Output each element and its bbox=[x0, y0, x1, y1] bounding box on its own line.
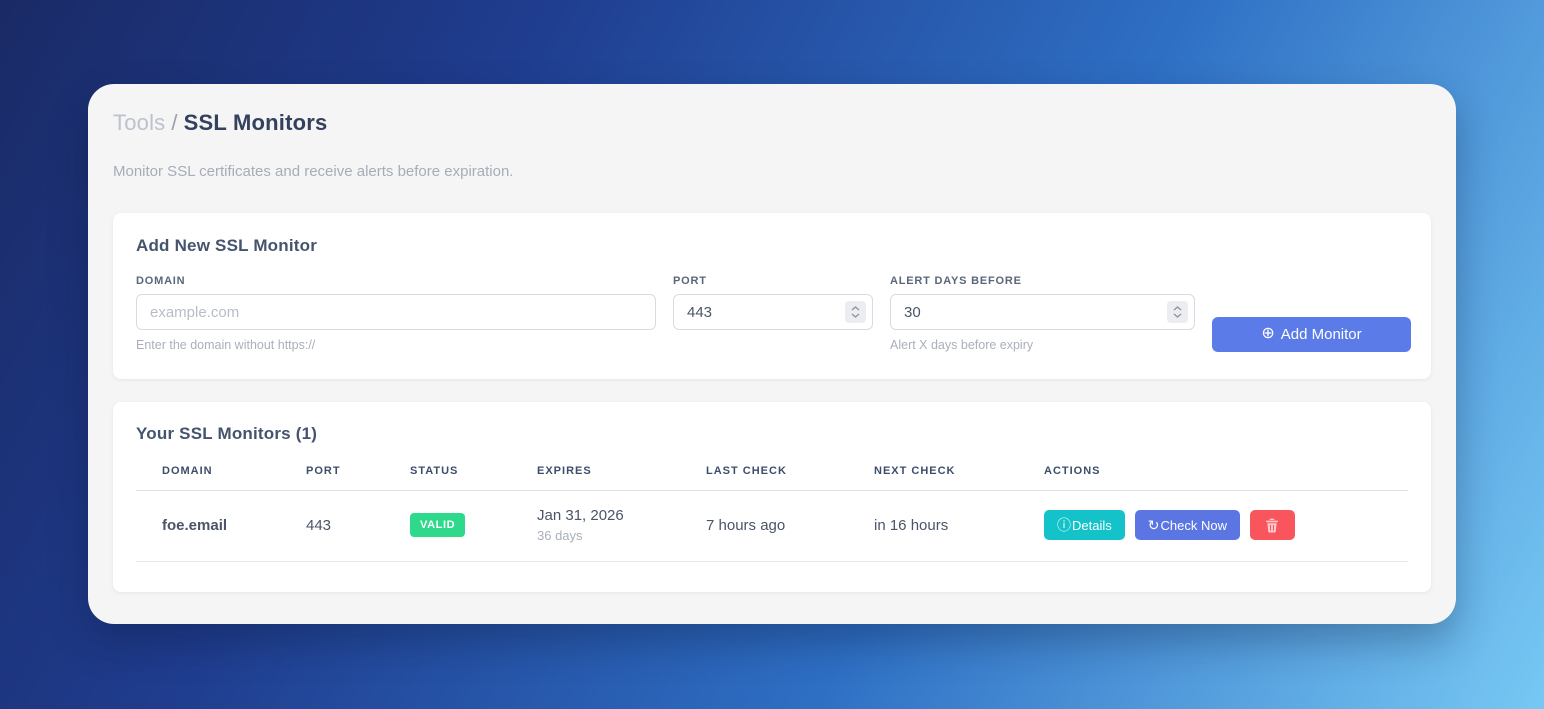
check-now-button-label: Check Now bbox=[1160, 517, 1227, 533]
domain-label: DOMAIN bbox=[136, 275, 186, 287]
next-check-value: in 16 hours bbox=[874, 490, 1044, 562]
column-header-next-check: NEXT CHECK bbox=[874, 465, 1044, 491]
port-input[interactable] bbox=[673, 294, 873, 330]
domain-input[interactable] bbox=[136, 294, 656, 330]
column-header-port: PORT bbox=[306, 465, 410, 491]
add-monitor-form: DOMAIN Enter the domain without https://… bbox=[136, 275, 1411, 352]
add-monitor-card: Add New SSL Monitor DOMAIN Enter the dom… bbox=[113, 213, 1431, 379]
table-header-row: DOMAIN PORT STATUS EXPIRES LAST CHECK NE… bbox=[136, 465, 1408, 491]
status-badge: VALID bbox=[410, 513, 466, 537]
details-button-label: Details bbox=[1072, 517, 1112, 533]
column-header-last-check: LAST CHECK bbox=[706, 465, 874, 491]
port-field-group: PORT bbox=[673, 275, 873, 352]
expires-date: Jan 31, 2026 bbox=[537, 507, 624, 524]
main-panel: Tools / SSL Monitors Monitor SSL certifica… bbox=[88, 84, 1456, 624]
breadcrumb-parent[interactable]: Tools bbox=[113, 110, 166, 135]
alert-days-input[interactable] bbox=[890, 294, 1195, 330]
table-row: foe.email 443 VALID Jan 31, 2026 36 days… bbox=[136, 490, 1408, 562]
number-stepper-icon[interactable] bbox=[1167, 301, 1188, 323]
monitors-list-title: Your SSL Monitors (1) bbox=[136, 424, 318, 443]
add-monitor-title: Add New SSL Monitor bbox=[136, 236, 318, 255]
column-header-status: STATUS bbox=[410, 465, 537, 491]
breadcrumb: Tools / SSL Monitors bbox=[113, 110, 1431, 136]
check-now-button[interactable]: ↻ Check Now bbox=[1134, 510, 1240, 540]
domain-hint: Enter the domain without https:// bbox=[136, 338, 316, 352]
column-header-actions: ACTIONS bbox=[1044, 465, 1408, 491]
number-stepper-icon[interactable] bbox=[845, 301, 866, 323]
trash-icon bbox=[1265, 518, 1279, 533]
expires-days-remaining: 36 days bbox=[537, 528, 583, 543]
monitors-list-card: Your SSL Monitors (1) DOMAIN PORT STATUS… bbox=[113, 402, 1431, 592]
monitors-table: DOMAIN PORT STATUS EXPIRES LAST CHECK NE… bbox=[136, 465, 1408, 562]
last-check-value: 7 hours ago bbox=[706, 490, 874, 562]
column-header-expires: EXPIRES bbox=[537, 465, 706, 491]
page-subtitle: Monitor SSL certificates and receive ale… bbox=[113, 163, 514, 180]
delete-button[interactable] bbox=[1249, 510, 1295, 540]
column-header-domain: DOMAIN bbox=[136, 465, 306, 491]
plus-circle-icon: ⊕ bbox=[1261, 325, 1275, 342]
alert-days-field-group: ALERT DAYS BEFORE Alert X days before ex… bbox=[890, 275, 1195, 352]
alert-days-label: ALERT DAYS BEFORE bbox=[890, 275, 1022, 287]
info-icon: ⓘ bbox=[1057, 517, 1071, 533]
monitor-port: 443 bbox=[306, 490, 410, 562]
add-monitor-button[interactable]: ⊕ Add Monitor bbox=[1212, 317, 1411, 352]
details-button[interactable]: ⓘ Details bbox=[1044, 510, 1125, 540]
domain-field-group: DOMAIN Enter the domain without https:// bbox=[136, 275, 656, 352]
submit-column: ⊕ Add Monitor bbox=[1212, 275, 1411, 352]
monitor-domain: foe.email bbox=[136, 490, 306, 562]
alert-days-hint: Alert X days before expiry bbox=[890, 338, 1034, 352]
port-label: PORT bbox=[673, 275, 707, 287]
refresh-icon: ↻ bbox=[1147, 517, 1160, 533]
page-title: SSL Monitors bbox=[183, 110, 328, 135]
row-actions: ⓘ Details ↻ Check Now bbox=[1044, 510, 1408, 540]
add-monitor-button-label: Add Monitor bbox=[1280, 326, 1362, 343]
breadcrumb-separator: / bbox=[171, 110, 178, 135]
